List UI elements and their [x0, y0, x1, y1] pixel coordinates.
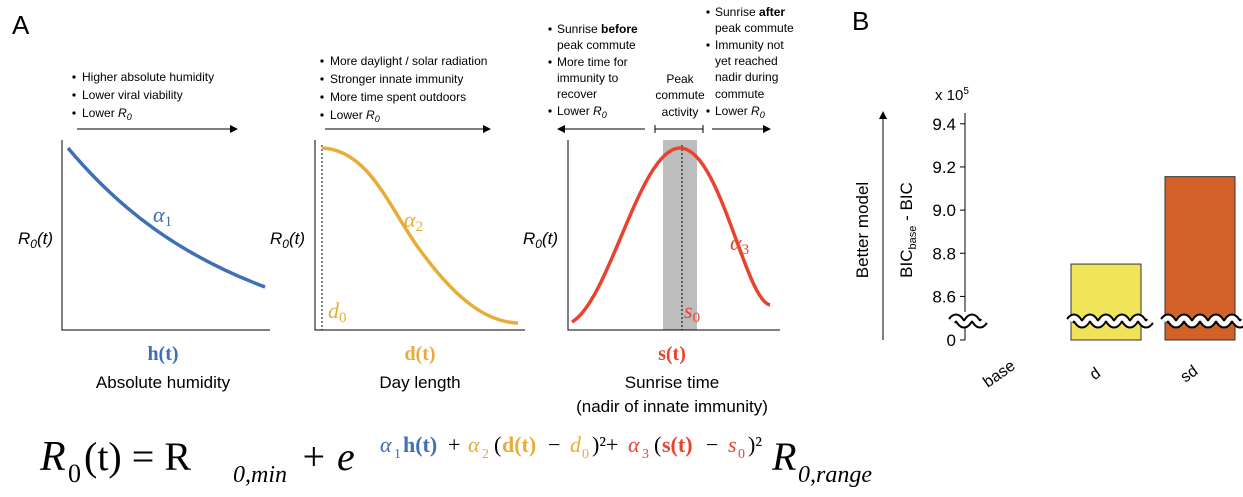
peak-band: [663, 140, 697, 330]
eq-part: 3: [642, 447, 649, 462]
eq-part: +: [448, 432, 460, 457]
eq-part: (: [654, 432, 661, 457]
x-label: Absolute humidity: [96, 373, 231, 392]
bar: [1164, 176, 1236, 341]
bullet: Sunrise after: [715, 5, 785, 19]
eq-part: α: [468, 432, 480, 457]
curve-label: α1: [153, 202, 172, 230]
eq-part: α: [628, 432, 640, 457]
x-tick-label: d: [1087, 365, 1104, 384]
eq-part: −: [548, 432, 560, 457]
axis-break: [1067, 315, 1153, 327]
bullet: nadir during: [715, 70, 778, 84]
sunrise-panel: Sunrise before peak commute More time fo…: [523, 5, 794, 416]
eq-part: 2: [482, 447, 489, 462]
x-label: (nadir of innate immunity): [576, 397, 768, 416]
y-label: R0(t): [523, 229, 558, 251]
bullet: Lower R0: [82, 106, 132, 122]
eq-part: (: [494, 432, 501, 457]
bullet: More time spent outdoors: [330, 90, 466, 104]
eq-part: −: [706, 432, 718, 457]
eq-part: 0: [582, 447, 589, 462]
day-panel: More daylight / solar radiation Stronger…: [270, 54, 525, 392]
peak-label: commute: [655, 88, 705, 102]
eq-part: α: [380, 432, 392, 457]
bullet: Sunrise before: [557, 22, 638, 36]
bullet: Lower R0: [330, 108, 380, 124]
axes: [567, 140, 780, 331]
x-variable: d(t): [404, 343, 435, 365]
offset-label: d0: [328, 298, 347, 326]
axes: [61, 140, 270, 331]
bullet: Immunity not: [715, 38, 784, 52]
offset-label: s0: [684, 298, 700, 326]
curve: [321, 146, 519, 325]
y-tick-label: 9.0: [932, 201, 956, 220]
eq-part: 0: [738, 447, 745, 462]
y-tick-label: 9.4: [932, 115, 956, 134]
eq-part: s: [728, 432, 737, 457]
x-tick-label: base: [980, 357, 1018, 391]
curve-label: α3: [730, 230, 749, 258]
bullet: immunity to: [557, 71, 619, 85]
equation: R 0 (t) = R 0,min + e α 1 h(t) + α 2 ( d…: [39, 432, 872, 488]
bar: [1070, 263, 1142, 341]
bullet: commute: [715, 87, 765, 101]
bullet: yet reached: [715, 54, 778, 68]
bullet: More time for: [557, 55, 628, 69]
x-variable: h(t): [147, 343, 178, 365]
eq-part: 0,range: [798, 462, 872, 488]
eq-part: )²+: [592, 432, 618, 457]
peak-label: Peak: [666, 72, 694, 86]
axes: [314, 140, 525, 331]
eq-part: d(t): [502, 432, 536, 457]
humidity-panel: Higher absolute humidity Lower viral via…: [18, 70, 270, 392]
bullet: peak commute: [715, 21, 794, 35]
bullet: More daylight / solar radiation: [330, 54, 487, 68]
eq-part: R: [39, 434, 66, 480]
y-tick-label: 0: [947, 331, 956, 350]
curve: [66, 146, 266, 289]
peak-label: activity: [662, 105, 699, 119]
bullet: Higher absolute humidity: [82, 70, 214, 84]
x-label: Sunrise time: [625, 373, 719, 392]
y-label: R0(t): [18, 229, 53, 251]
axis-break: [949, 315, 987, 327]
eq-part: R: [771, 434, 796, 479]
y-tick-label: 9.2: [932, 158, 956, 177]
bar-chart: 0 8.6 8.8 9.0 9.2 9.4 base d sd: [932, 113, 1243, 391]
eq-part: h(t): [403, 432, 437, 457]
curve-label: α2: [404, 207, 423, 235]
y-tick-label: 8.8: [932, 244, 956, 263]
eq-part: d: [570, 432, 582, 457]
bullet: peak commute: [557, 38, 636, 52]
eq-part: 0: [68, 459, 81, 488]
bullet: Stronger innate immunity: [330, 72, 463, 86]
eq-part: 0,min: [233, 462, 287, 488]
x-tick-label: sd: [1178, 363, 1202, 387]
y-label: BICbase - BIC: [897, 182, 919, 278]
y-label-outer: Better model: [853, 182, 872, 278]
eq-part: 1: [394, 447, 401, 462]
eq-part: (t) = R: [84, 434, 191, 479]
bullet: Lower viral viability: [82, 88, 183, 102]
x-label: Day length: [379, 373, 460, 392]
axis-break: [1161, 315, 1243, 327]
panel-label: A: [12, 10, 30, 40]
bullet: Lower R0: [557, 104, 607, 120]
curve: [571, 146, 771, 324]
bullet: recover: [557, 87, 597, 101]
bullet: Lower R0: [715, 104, 765, 120]
panel-label: B: [852, 6, 869, 36]
eq-part: + e: [300, 434, 355, 479]
eq-part: )²: [748, 432, 762, 457]
x-variable: s(t): [658, 343, 686, 365]
multiplier: x 105: [935, 86, 969, 104]
bracket: [654, 125, 704, 133]
y-tick-label: 8.6: [932, 287, 956, 306]
eq-part: s(t): [662, 432, 693, 457]
y-label: R0(t): [270, 229, 305, 251]
